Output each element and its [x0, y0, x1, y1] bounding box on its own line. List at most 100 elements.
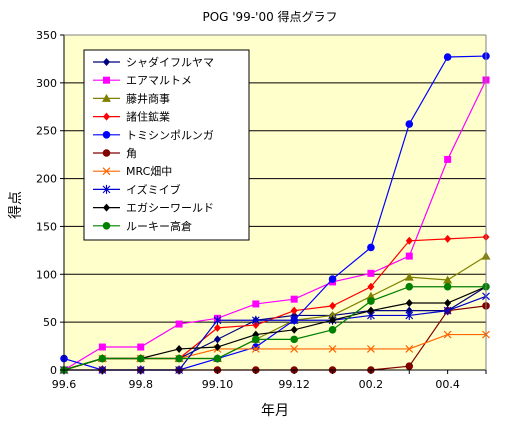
data-point	[405, 310, 414, 320]
data-point	[405, 282, 414, 291]
legend-item: 藤井商事	[93, 91, 170, 105]
data-point	[328, 326, 337, 334]
y-tick-label: 200	[36, 173, 57, 186]
data-point	[252, 321, 260, 330]
legend-marker	[103, 58, 110, 66]
data-point	[405, 306, 413, 315]
data-point	[328, 345, 337, 353]
data-point	[367, 297, 375, 305]
data-point	[367, 306, 375, 315]
data-point	[137, 343, 145, 351]
legend-marker	[102, 222, 111, 230]
data-point	[405, 236, 413, 245]
y-tick-label: 50	[43, 316, 57, 329]
data-point	[290, 325, 298, 334]
legend-item: シャダイフルヤマ	[93, 55, 214, 69]
y-tick-label: 150	[36, 220, 57, 233]
y-tick-label: 250	[36, 125, 57, 138]
x-axis-title: 年月	[261, 403, 289, 419]
data-point	[175, 320, 183, 328]
y-tick-label: 100	[36, 268, 57, 281]
legend-marker	[103, 112, 110, 121]
data-point	[252, 300, 260, 308]
data-point	[367, 243, 375, 252]
y-tick-label: 0	[50, 364, 57, 377]
data-point	[405, 362, 414, 370]
data-point	[252, 335, 260, 344]
data-point	[175, 344, 183, 353]
legend-label: エガシーワールド	[126, 202, 214, 215]
data-point	[366, 345, 375, 353]
data-point	[290, 315, 299, 325]
x-tick-label: 00.4	[435, 378, 460, 391]
data-point	[405, 252, 413, 260]
data-point	[444, 299, 452, 307]
legend-label: 藤井商事	[126, 91, 170, 105]
legend-item: エガシーワールド	[93, 202, 214, 215]
data-point	[405, 299, 413, 307]
x-tick-labels: 99.6 99.8 99.10 99.12 00.2 00.4	[52, 378, 460, 391]
data-point	[290, 345, 299, 353]
data-point	[405, 345, 414, 353]
x-tick-label: 00.2	[359, 378, 384, 391]
x-tick-label: 99.6	[52, 378, 77, 391]
legend-marker	[102, 167, 111, 176]
series-9	[60, 282, 490, 374]
series-line	[63, 286, 486, 371]
x-tick-label: 99.12	[278, 378, 310, 391]
data-point	[213, 323, 221, 332]
legend-item: MRC畑中	[93, 165, 172, 178]
data-point	[367, 282, 375, 291]
legend-label: トミシンポルンガ	[126, 129, 214, 142]
legend-marker	[102, 184, 111, 194]
data-point	[213, 315, 222, 325]
data-point	[213, 335, 221, 344]
data-point	[329, 316, 337, 325]
data-point	[405, 120, 414, 128]
axes	[60, 34, 487, 374]
legend-marker	[102, 149, 111, 157]
legend-item: エアマルトメ	[93, 74, 192, 87]
data-point	[290, 295, 298, 303]
y-tick-labels: 0 50 100 150 200 250 300 350	[36, 29, 57, 377]
data-point	[290, 306, 298, 315]
x-tick-label: 99.8	[128, 378, 153, 391]
legend-marker	[103, 203, 110, 212]
data-point	[443, 53, 452, 61]
data-point	[98, 343, 106, 351]
legend-label: エアマルトメ	[126, 74, 192, 87]
data-point	[366, 291, 376, 300]
data-point	[175, 354, 183, 363]
data-point	[443, 275, 453, 284]
data-point	[329, 301, 337, 310]
data-point	[290, 335, 298, 344]
y-tick-label: 300	[36, 77, 57, 90]
data-point	[367, 269, 375, 277]
legend-label: MRC畑中	[126, 165, 172, 178]
data-point	[444, 155, 452, 163]
legend-marker	[103, 76, 110, 84]
data-point	[213, 354, 222, 363]
data-point	[213, 343, 221, 352]
data-point	[251, 315, 260, 325]
legend-item: 諸住鉱業	[93, 110, 170, 124]
legend-box	[83, 49, 250, 241]
data-point	[443, 330, 452, 339]
legend-label: ルーキー高倉	[126, 219, 192, 233]
data-point	[328, 275, 337, 283]
data-point	[98, 354, 107, 363]
data-point	[136, 354, 145, 363]
data-point	[404, 272, 414, 281]
y-axis-title: 得点	[7, 191, 24, 219]
legend-item: イズミイブ	[93, 182, 181, 196]
legend-label: 角	[126, 147, 137, 160]
data-point	[251, 345, 260, 353]
data-point	[328, 310, 338, 319]
x-tick-label: 99.10	[202, 378, 234, 391]
data-point	[443, 306, 452, 316]
legend-marker	[102, 93, 111, 102]
y-tick-label: 350	[36, 29, 57, 42]
data-point	[444, 234, 452, 243]
